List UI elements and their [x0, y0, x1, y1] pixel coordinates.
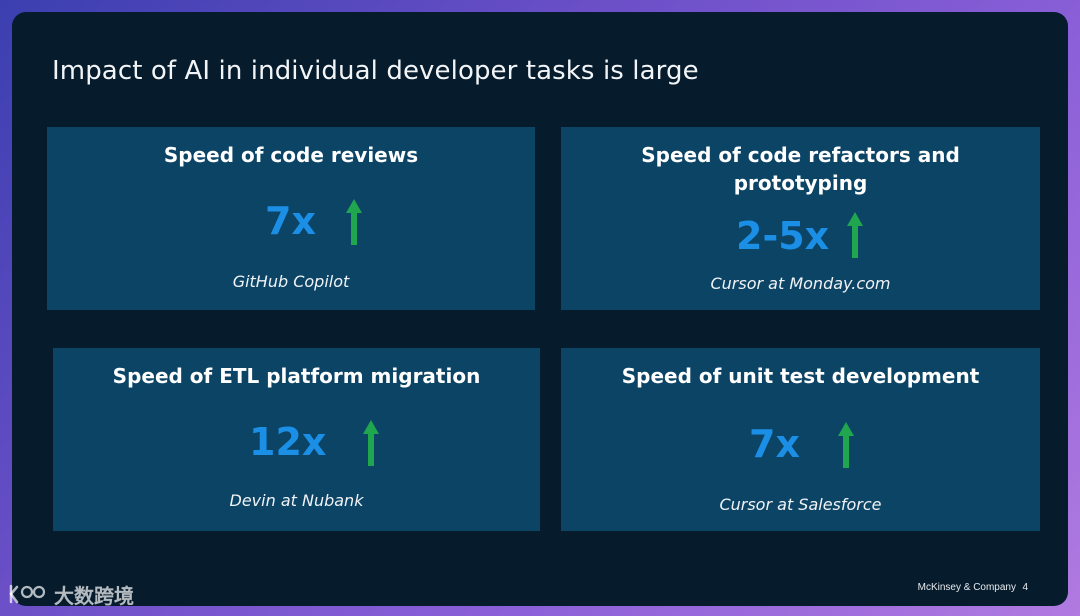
- card-heading-line: Speed of unit test development: [621, 364, 980, 388]
- slide-title: Impact of AI in individual developer tas…: [52, 56, 699, 86]
- metric-row: 7x: [561, 420, 1040, 468]
- metric-card-etl-migration: Speed of ETL platform migration 12x Devi…: [53, 348, 540, 531]
- metric-card-unit-tests: Speed of unit test development 7x Cursor…: [561, 348, 1040, 531]
- metric-row: 7x: [47, 197, 535, 245]
- watermark-text: 大数跨境: [54, 583, 134, 608]
- card-heading-line: Speed of code reviews: [163, 143, 419, 167]
- up-arrow-icon: [363, 420, 379, 466]
- card-heading: Speed of code refactors and prototyping: [561, 141, 1040, 197]
- card-heading-line: Speed of code refactors and: [641, 143, 960, 167]
- slide: Impact of AI in individual developer tas…: [12, 12, 1068, 606]
- up-arrow-icon: [346, 199, 362, 245]
- card-heading: Speed of unit test development: [561, 362, 1040, 390]
- source-label: Devin at Nubank: [229, 491, 364, 510]
- metric-value: 7x: [749, 422, 800, 466]
- metric-value: 7x: [265, 199, 316, 243]
- source-label: Cursor at Monday.com: [710, 274, 891, 293]
- watermark: 大数跨境: [8, 580, 134, 608]
- source-label: GitHub Copilot: [232, 272, 350, 291]
- source-label: Cursor at Salesforce: [719, 495, 882, 514]
- metric-value: 2-5x: [736, 214, 830, 258]
- up-arrow-icon: [838, 422, 854, 468]
- metric-row: 2-5x: [561, 212, 1040, 260]
- card-heading-line: Speed of ETL platform migration: [112, 364, 481, 388]
- footer-brand: McKinsey & Company: [917, 582, 1016, 593]
- metric-card-code-refactors: Speed of code refactors and prototyping …: [561, 127, 1040, 310]
- metric-card-code-reviews: Speed of code reviews 7x GitHub Copilot: [47, 127, 535, 310]
- card-heading-line: prototyping: [733, 171, 868, 195]
- watermark-logo-icon: [9, 584, 46, 604]
- card-heading: Speed of code reviews: [47, 141, 535, 169]
- metric-row: 12x: [53, 418, 540, 466]
- up-arrow-icon: [847, 212, 863, 258]
- card-heading: Speed of ETL platform migration: [53, 362, 540, 390]
- page-number: 4: [1022, 582, 1028, 593]
- metric-value: 12x: [249, 420, 327, 464]
